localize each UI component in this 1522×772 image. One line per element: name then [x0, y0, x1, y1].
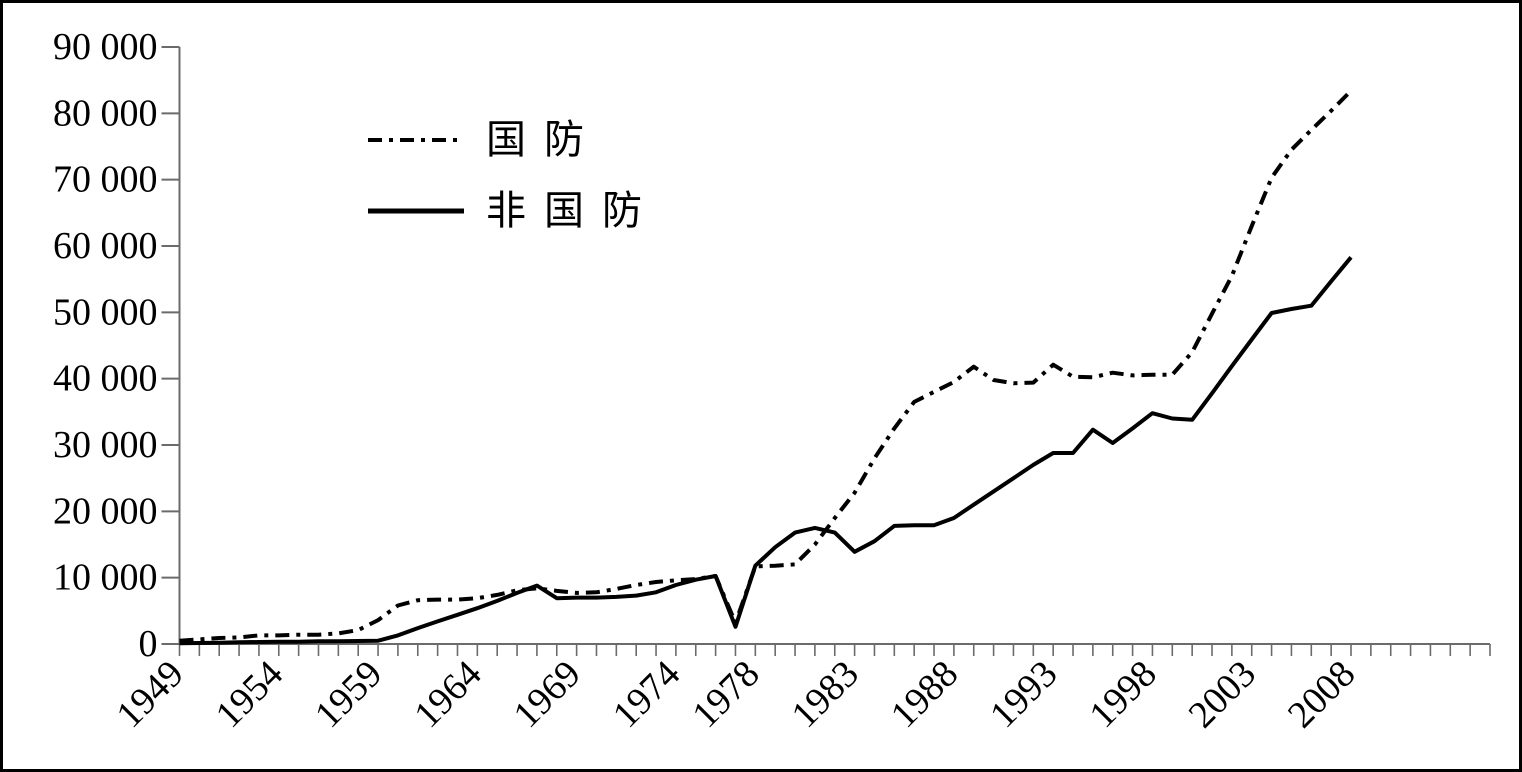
y-tick-label: 10 000 — [53, 557, 158, 599]
y-tick-label: 30 000 — [53, 424, 158, 466]
y-tick-label: 60 000 — [53, 225, 158, 267]
x-tick-label: 1964 — [406, 653, 489, 736]
y-tick-label: 90 000 — [53, 26, 158, 68]
x-tick-label: 1978 — [684, 653, 767, 736]
x-tick-label: 1988 — [883, 653, 966, 736]
x-tick-label: 1998 — [1081, 653, 1164, 736]
y-tick-label: 80 000 — [53, 92, 158, 134]
y-tick-label: 40 000 — [53, 358, 158, 400]
y-tick-label: 50 000 — [53, 291, 158, 333]
y-tick-label: 20 000 — [53, 490, 158, 532]
line-chart: 0 10 000 20 000 30 000 40 000 50 000 60 000 70 … — [53, 26, 1491, 736]
x-tick-label: 1949 — [108, 653, 191, 736]
legend-item-defense: 国防 — [366, 111, 660, 169]
x-tick-label: 1954 — [208, 653, 291, 736]
series-line-defense — [179, 89, 1353, 643]
x-tick-label: 1974 — [605, 653, 688, 736]
x-tick-label: 2008 — [1280, 653, 1363, 736]
chart-legend: 国防 非国防 — [366, 111, 660, 240]
series-line-nondefense — [179, 256, 1353, 646]
legend-item-nondefense: 非国防 — [366, 182, 660, 240]
x-tick-label: 1983 — [784, 653, 867, 736]
dash-dot-line-sample-icon — [368, 138, 464, 142]
y-tick-label: 0 — [139, 623, 158, 665]
x-tick-label: 1959 — [307, 653, 390, 736]
solid-line-sample-icon — [368, 208, 464, 214]
legend-label-defense: 国防 — [486, 117, 602, 162]
x-tick-label: 2003 — [1181, 653, 1264, 736]
legend-label-nondefense: 非国防 — [486, 188, 660, 233]
x-tick-label: 1993 — [982, 653, 1065, 736]
x-tick-label: 1969 — [506, 653, 589, 736]
y-tick-label: 70 000 — [53, 159, 158, 201]
